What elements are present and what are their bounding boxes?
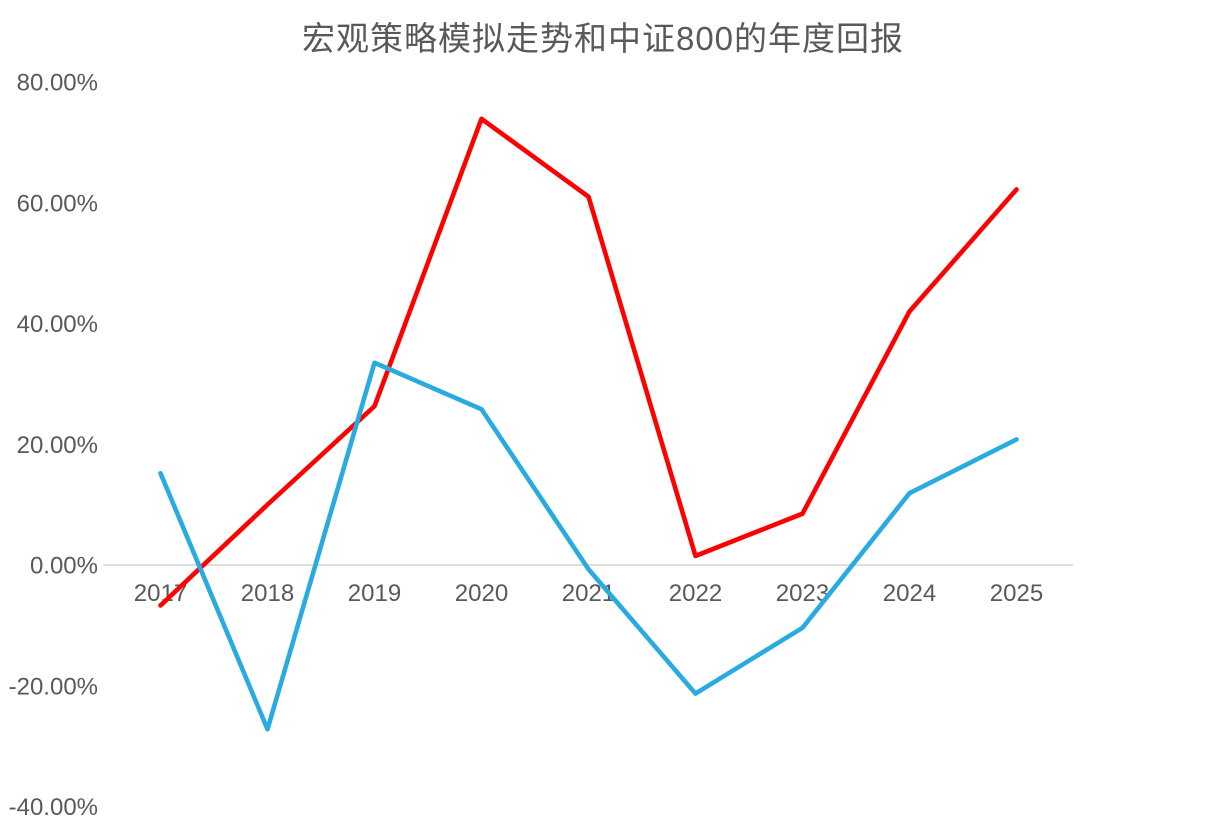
y-axis-tick-label: -20.00% [9,673,98,700]
y-axis-tick-label: 80.00% [17,70,98,97]
y-axis-tick-label: 0.00% [30,553,98,580]
y-axis-tick-label: 20.00% [17,432,98,459]
series-line-1 [158,360,1019,732]
x-axis-tick-label: 2022 [669,580,722,607]
y-axis-tick-label: 40.00% [17,311,98,338]
x-axis-tick-label: 2020 [455,580,508,607]
x-axis-tick-label: 2019 [348,580,401,607]
y-axis-tick-label: -40.00% [9,794,98,821]
y-axis-tick-label: 60.00% [17,190,98,217]
chart-title: 宏观策略模拟走势和中证800的年度回报 [301,20,905,57]
series-line-0 [158,116,1019,608]
x-axis-tick-label: 2025 [990,580,1043,607]
x-axis-tick-label: 2024 [883,580,936,607]
x-axis-tick-label: 2018 [241,580,294,607]
x-axis-tick-label: 2021 [562,580,615,607]
